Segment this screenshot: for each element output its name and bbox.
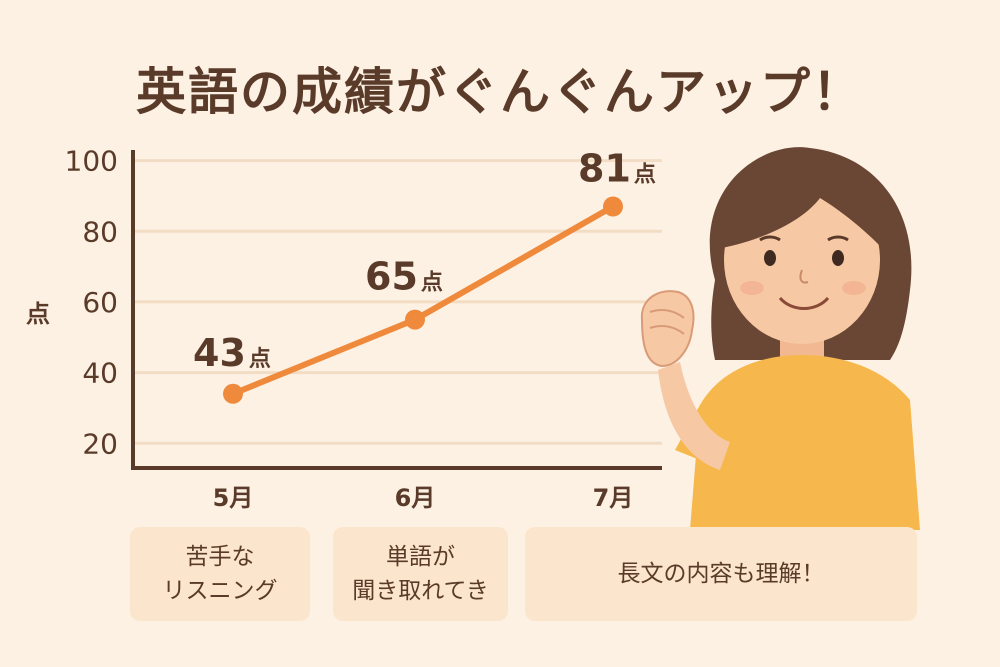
bangs bbox=[722, 169, 885, 250]
raised-arm bbox=[658, 362, 730, 470]
page-title: 英語の成績がぐんぐんアップ！ bbox=[136, 63, 864, 121]
y-axis-label: 点 bbox=[26, 300, 50, 328]
left-eye bbox=[764, 250, 776, 266]
fist bbox=[640, 290, 695, 368]
data-point-0 bbox=[223, 383, 243, 404]
series-line bbox=[230, 203, 616, 397]
x-tick-2: 7月 bbox=[593, 484, 634, 512]
data-label-2: 81 点 bbox=[578, 147, 656, 191]
shirt bbox=[690, 355, 920, 530]
y-tick-60: 60 bbox=[82, 286, 118, 319]
x-tick-1: 6月 bbox=[395, 484, 436, 512]
girl-illustration bbox=[640, 147, 920, 530]
y-tick-labels: 20 40 60 80 100 bbox=[65, 145, 118, 461]
series-score bbox=[223, 196, 623, 404]
data-label-1: 65 点 bbox=[365, 255, 443, 299]
x-tick-labels: 5月 6月 7月 bbox=[213, 484, 634, 512]
note-july: 長文の内容も理解！ bbox=[525, 527, 917, 621]
note-june: 単語が 聞き取れてき bbox=[333, 527, 508, 621]
notes-row: 苦手な リスニング 単語が 聞き取れてき 長文の内容も理解！ bbox=[0, 527, 1000, 623]
right-eye bbox=[832, 250, 844, 266]
note-may: 苦手な リスニング bbox=[130, 527, 310, 621]
smile bbox=[778, 296, 830, 310]
grid-lines bbox=[133, 159, 662, 445]
y-tick-80: 80 bbox=[82, 215, 118, 248]
data-labels: 43 点 65 点 81 点 bbox=[193, 147, 656, 375]
x-tick-0: 5月 bbox=[213, 484, 254, 512]
data-point-2 bbox=[603, 196, 623, 217]
y-tick-40: 40 bbox=[82, 357, 118, 390]
data-point-1 bbox=[405, 309, 425, 330]
data-label-0: 43 点 bbox=[193, 331, 271, 375]
y-tick-20: 20 bbox=[82, 427, 118, 460]
chart-axes bbox=[131, 150, 662, 470]
y-tick-100: 100 bbox=[65, 145, 118, 178]
